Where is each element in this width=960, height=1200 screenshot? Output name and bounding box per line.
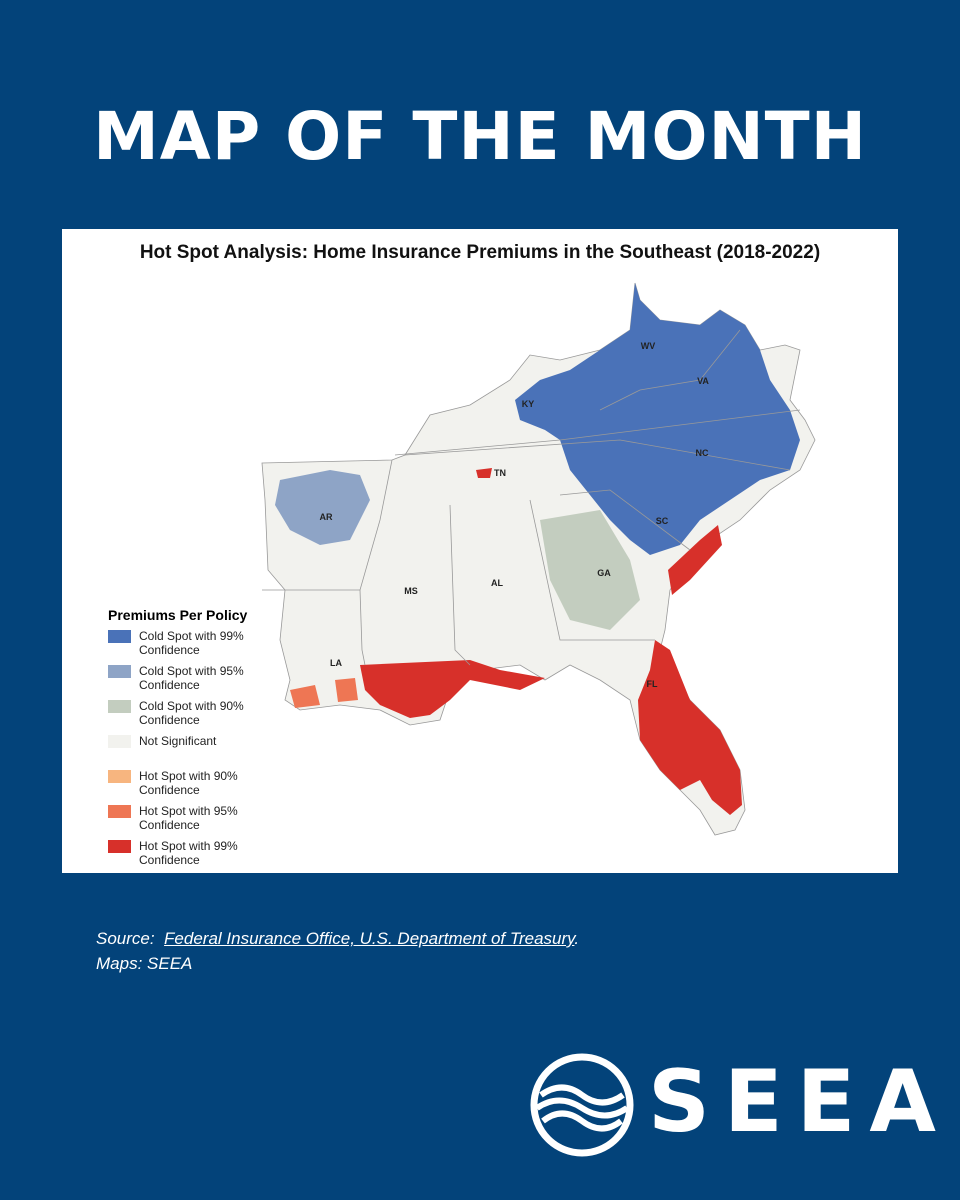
source-label: Source:: [96, 929, 155, 948]
logo-mark: [530, 1053, 634, 1157]
legend-swatch: [108, 700, 131, 713]
legend-label: Hot Spot with 95% Confidence: [139, 804, 238, 832]
state-label: SC: [656, 516, 669, 526]
state-label: FL: [647, 679, 658, 689]
state-label: AL: [491, 578, 503, 588]
legend-swatch: [108, 770, 131, 783]
legend-label: Cold Spot with 99% Confidence: [139, 629, 244, 657]
legend-item: Hot Spot with 99% Confidence: [108, 839, 257, 874]
legend-item: Hot Spot with 95% Confidence: [108, 804, 257, 839]
legend-item: Hot Spot with 90% Confidence: [108, 769, 257, 804]
legend-label: Not Significant: [139, 734, 217, 748]
legend-swatch: [108, 735, 131, 748]
state-label: VA: [697, 376, 709, 386]
map-panel: Hot Spot Analysis: Home Insurance Premiu…: [62, 229, 898, 873]
legend-swatch: [108, 805, 131, 818]
map-title: Hot Spot Analysis: Home Insurance Premiu…: [139, 242, 821, 263]
legend-label: Hot Spot with 90% Confidence: [139, 769, 238, 797]
legend-label: Cold Spot with 95% Confidence: [139, 664, 244, 692]
legend-swatch: [108, 630, 131, 643]
source: Source: Federal Insurance Office, U.S. D…: [96, 926, 579, 976]
state-label: MS: [404, 586, 418, 596]
legend-item: Cold Spot with 95% Confidence: [108, 664, 257, 699]
legend-label: Hot Spot with 99% Confidence: [139, 839, 238, 867]
map: WV VA KY NC TN SC AR GA MS AL LA FL: [261, 282, 816, 836]
state-label: TN: [494, 468, 506, 478]
credit: Maps: SEEA: [96, 954, 193, 973]
legend-item: Cold Spot with 99% Confidence: [108, 629, 257, 664]
legend-title: Premiums Per Policy: [108, 607, 248, 623]
logo-text: SEEA: [648, 1052, 950, 1152]
region: [261, 282, 816, 836]
source-link[interactable]: Federal Insurance Office, U.S. Departmen…: [164, 929, 575, 948]
legend-item: Cold Spot with 90% Confidence: [108, 699, 257, 734]
state-label: NC: [696, 448, 709, 458]
legend: Premiums Per Policy Cold Spot with 99% C…: [108, 607, 257, 874]
state-label: GA: [597, 568, 611, 578]
page-title: MAP OF THE MONTH: [93, 98, 867, 175]
source-end: .: [574, 929, 580, 948]
legend-item: Not Significant: [108, 734, 257, 769]
state-label: AR: [320, 512, 333, 522]
legend-swatch: [108, 665, 131, 678]
state-label: WV: [641, 341, 656, 351]
legend-swatch: [108, 840, 131, 853]
state-label: KY: [522, 399, 535, 409]
state-label: LA: [330, 658, 342, 668]
legend-label: Cold Spot with 90% Confidence: [139, 699, 244, 727]
